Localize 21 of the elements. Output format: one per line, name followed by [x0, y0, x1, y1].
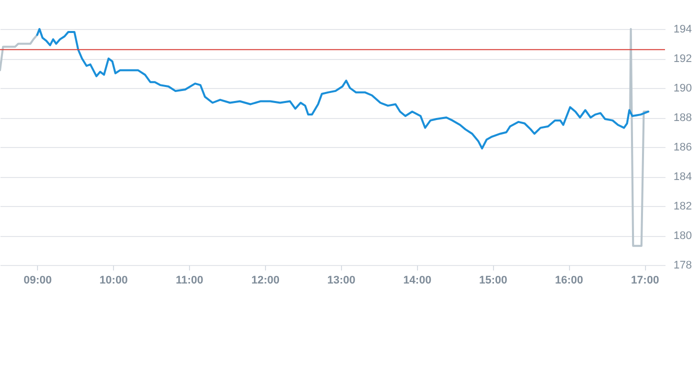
y-tick-label: 178 [674, 260, 692, 272]
x-tick-label: 16:00 [555, 274, 584, 286]
line-series [36, 28, 650, 150]
x-tick-label: 11:00 [176, 274, 204, 286]
x-tick-label: 15:00 [479, 274, 508, 286]
x-tick-label: 10:00 [100, 274, 128, 286]
line-series [629, 28, 650, 247]
y-tick-label: 188 [674, 112, 692, 124]
x-tick-label: 14:00 [403, 274, 432, 286]
y-tick-label: 182 [674, 200, 692, 212]
x-tick-label: 13:00 [327, 274, 356, 286]
y-tick-label: 184 [674, 171, 692, 183]
x-tick-label: 09:00 [24, 274, 52, 286]
y-tick-label: 186 [674, 142, 692, 154]
y-tick-label: 192 [674, 53, 692, 65]
y-tick-label: 194 [674, 24, 692, 36]
y-tick-label: 190 [674, 82, 692, 94]
y-tick-label: 180 [674, 230, 692, 242]
x-tick-label: 17:00 [630, 274, 660, 286]
line-series [0, 34, 38, 72]
x-tick-label: 12:00 [251, 274, 280, 286]
